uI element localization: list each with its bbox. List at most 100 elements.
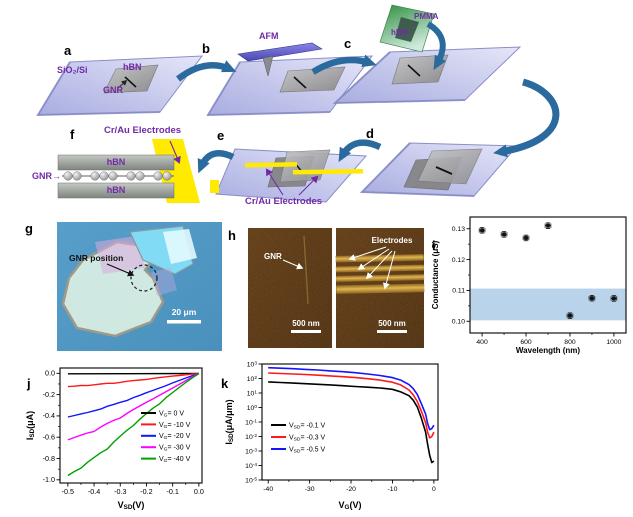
afm-images-h: GNR 500 nm Electrodes 500 nm (248, 228, 425, 348)
chart-k-x-tick-label: -10 (388, 486, 398, 493)
chart-k-x-tick-label: -20 (346, 486, 356, 493)
arrow-b-to-c (311, 54, 377, 75)
step-c (332, 4, 522, 105)
panel-letter-f: f (70, 127, 75, 142)
chart-i-y-axis-label: Conductance (μS) (431, 240, 440, 309)
electrode-e-right (293, 169, 363, 175)
chart-i-point (502, 232, 506, 237)
pmma-drop-arrow (426, 21, 447, 71)
chart-k-series-1 (268, 381, 435, 464)
afm-left-texture (248, 228, 332, 348)
substrate-b-edge (206, 61, 331, 117)
chart-i-point (480, 228, 484, 233)
afm-right-texture (336, 228, 424, 348)
afm-image-right: Electrodes 500 nm (335, 228, 425, 348)
chart-j-series-3 (67, 372, 200, 418)
gnr-position-arrow (106, 263, 135, 277)
chart-k-legend-label-3: VSD= -0.5 V (289, 446, 326, 454)
chart-i-highlight-band (470, 288, 626, 321)
chart-k-y-tick-label: 10-1 (245, 418, 257, 426)
chart-j-x-axis-label: VSD(V) (118, 500, 145, 511)
hbn-flake-white (163, 229, 197, 264)
chart-k-y-tick-label: 10-2 (245, 433, 257, 441)
chart-j-series-2 (67, 372, 199, 388)
chart-i-x-tick-label: 800 (564, 339, 576, 346)
panel-letter-e: e (217, 128, 225, 143)
chart-j-series-5 (67, 373, 200, 477)
afm-cantilever (237, 42, 323, 62)
chart-i-x-tick-label: 1000 (606, 339, 621, 346)
flake-violet-region (151, 268, 177, 296)
electrode-arrow-3 (365, 250, 393, 280)
chart-k-x-tick-label: -40 (263, 486, 273, 493)
chart-i-y-tick-label: 0.10 (452, 319, 465, 326)
chart-isd-vs-vg: -40 -30 -20 -10 0 103 102 101 100 10-1 10-2 10-3 10-… (224, 360, 439, 511)
arrow-e-to-f (197, 150, 235, 174)
chart-k-y-tick-label: 100 (247, 404, 258, 412)
chart-i-x-tick-label: 600 (520, 339, 532, 346)
label-gnr-f: GNR→ (32, 171, 61, 181)
step-b (206, 42, 374, 117)
arrow-c-to-d (493, 78, 560, 158)
fabrication-schematic (36, 4, 560, 203)
panel-letter-k: k (221, 376, 229, 391)
chart-k-y-tick-label: 10-5 (245, 476, 257, 484)
chart-k-y-axis-label: ISD(μA/μm) (224, 399, 235, 444)
scale-bar-h-left (291, 330, 321, 333)
chart-k-x-tick-label: 0 (432, 486, 436, 493)
label-hbn-a: hBN (123, 62, 142, 72)
step-a (36, 55, 204, 117)
chart-j-frame (59, 367, 203, 484)
label-hbn-f-top: hBN (106, 157, 126, 167)
label-crau-electrodes-e: Cr/Au Electrodes (245, 196, 323, 207)
electrode-arrow-1 (348, 246, 387, 261)
chart-j-y-tick-label: -1.0 (43, 475, 55, 484)
chart-k-y-tick-label: 102 (247, 375, 258, 383)
afm-image-left: GNR 500 nm (248, 228, 332, 348)
chart-i-point (546, 223, 550, 228)
chart-j-x-tick-label: 0.0 (194, 487, 204, 496)
chart-j-legend-label-4: VG= -30 V (159, 445, 191, 453)
chart-k-legend-label-1: VSD= -0.1 V (289, 422, 326, 430)
chart-k-x-axis-label: VG(V) (339, 500, 362, 511)
gnr-line-a (124, 76, 137, 88)
chart-k-series-2 (268, 372, 435, 439)
chart-k-y-tick-label: 10-4 (245, 462, 257, 470)
chart-i-point (568, 313, 572, 318)
step-f (57, 139, 200, 203)
step-d (359, 142, 519, 197)
scale-bar-g (167, 320, 201, 324)
label-hbn-c: hBN (391, 28, 408, 37)
electrode-e-stub (210, 180, 219, 193)
gnr-label-h: GNR (264, 252, 282, 261)
panel-letter-g: g (25, 221, 33, 236)
afm-tip (262, 55, 274, 77)
chart-j-x-tick-label: -0.3 (114, 487, 126, 496)
chart-i-point (612, 296, 616, 301)
arrow-d-to-e (338, 139, 382, 163)
panel-letter-j: j (27, 376, 31, 391)
chart-j-x-tick-label: -0.2 (140, 487, 152, 496)
chart-j-x-tick-label: -0.5 (62, 487, 74, 496)
gnr-line-c (407, 64, 421, 77)
pmma-hbn-flake (395, 17, 419, 42)
label-afm: AFM (259, 31, 279, 41)
chart-i-y-tick-label: 0.12 (452, 257, 465, 264)
panel-letter-h: h (228, 228, 236, 243)
optical-image-g: GNR position 20 μm (57, 222, 222, 351)
chart-k-y-tick-label: 10-3 (245, 447, 257, 455)
electrode-arrow-4 (382, 250, 396, 290)
panel-letter-c: c (344, 36, 352, 51)
chart-k-y-tick-label: 103 (247, 360, 258, 368)
chart-j-x-tick-label: -0.1 (166, 487, 178, 496)
step-e (210, 148, 368, 203)
chart-conductance-vs-wavelength: 400 600 800 1000 0.10 0.11 0.12 0.13 Wavelength … (431, 216, 627, 355)
chart-i-x-axis-label: Wavelength (nm) (516, 346, 580, 355)
chart-isd-vs-vsd: -0.5 -0.4 -0.3 -0.2 -0.1 0.0 0.0 -0.2 -0.4 -0.6 -0… (25, 367, 204, 511)
gnr-line-d (435, 166, 453, 175)
electrode-arrow-2 (357, 248, 390, 270)
gnr-position-label: GNR position (69, 253, 123, 263)
electrode-pointer-e-1 (265, 168, 284, 196)
gnr-position-circle (130, 264, 158, 292)
